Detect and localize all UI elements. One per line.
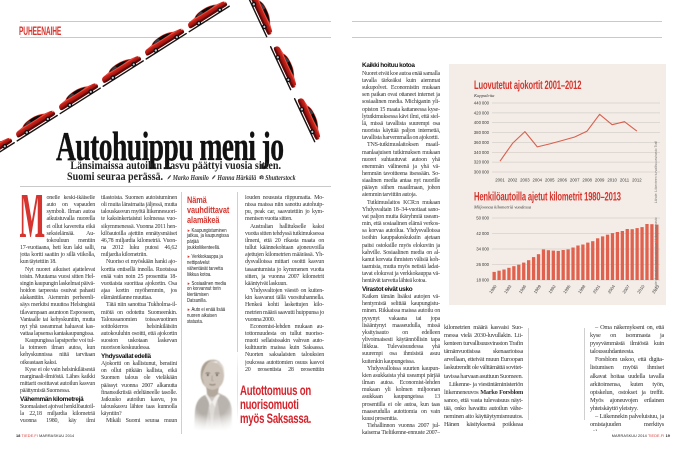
svg-text:420 000: 420 000	[474, 110, 490, 115]
svg-text:2001: 2001	[592, 283, 602, 294]
svg-text:Kappaleita: Kappaleita	[473, 93, 495, 98]
svg-text:1980: 1980	[488, 283, 498, 294]
svg-text:2004: 2004	[533, 178, 543, 183]
svg-text:2009: 2009	[595, 178, 605, 183]
svg-text:1995: 1995	[562, 283, 572, 294]
svg-text:18 000: 18 000	[476, 278, 489, 283]
svg-text:42 000: 42 000	[476, 231, 489, 236]
svg-text:320 000: 320 000	[474, 160, 490, 165]
svg-text:2008: 2008	[582, 178, 592, 183]
svg-text:2001: 2001	[495, 178, 505, 183]
svg-text:1989: 1989	[533, 283, 543, 294]
svg-text:1998: 1998	[577, 283, 587, 294]
svg-text:26 000: 26 000	[476, 262, 489, 267]
svg-text:1992: 1992	[547, 283, 557, 294]
svg-text:2010: 2010	[636, 283, 646, 294]
svg-text:2013: 2013	[651, 283, 661, 294]
svg-text:1986: 1986	[518, 283, 528, 294]
svg-text:2007: 2007	[621, 283, 631, 294]
svg-text:Henkilöautoilla ajetut kilomet: Henkilöautoilla ajetut kilometrit 1980–2…	[474, 191, 621, 204]
svg-text:2007: 2007	[570, 178, 580, 183]
svg-text:2012: 2012	[632, 178, 642, 183]
svg-text:300 000: 300 000	[474, 170, 490, 175]
svg-text:400 000: 400 000	[474, 120, 490, 125]
svg-text:Miljoonaa kilometriä vuodessa: Miljoonaa kilometriä vuodessa	[473, 205, 532, 210]
svg-text:50 000: 50 000	[476, 216, 489, 221]
svg-text:360 000: 360 000	[474, 140, 490, 145]
svg-text:1983: 1983	[503, 283, 513, 294]
svg-text:2006: 2006	[557, 178, 567, 183]
svg-text:2011: 2011	[620, 178, 630, 183]
svg-text:340 000: 340 000	[474, 150, 490, 155]
svg-text:2005: 2005	[545, 178, 555, 183]
svg-text:2010: 2010	[607, 178, 617, 183]
svg-text:Luovutetut ajokortit 2001–2012: Luovutetut ajokortit 2001–2012	[474, 80, 582, 93]
svg-text:440 000: 440 000	[474, 101, 490, 106]
svg-text:Lähde: Autoalan tiedotuskeskus: Lähde: Autoalan tiedotuskeskus / Liikenn…	[654, 217, 658, 290]
svg-text:2004: 2004	[607, 283, 617, 294]
svg-text:2002: 2002	[508, 178, 518, 183]
svg-text:380 000: 380 000	[474, 130, 490, 135]
svg-text:34 000: 34 000	[476, 247, 489, 252]
svg-text:2003: 2003	[520, 178, 530, 183]
svg-text:Lähde: Liikenteen turvallisuus: Lähde: Liikenteen turvallisuusvirasto Tr…	[654, 141, 658, 203]
